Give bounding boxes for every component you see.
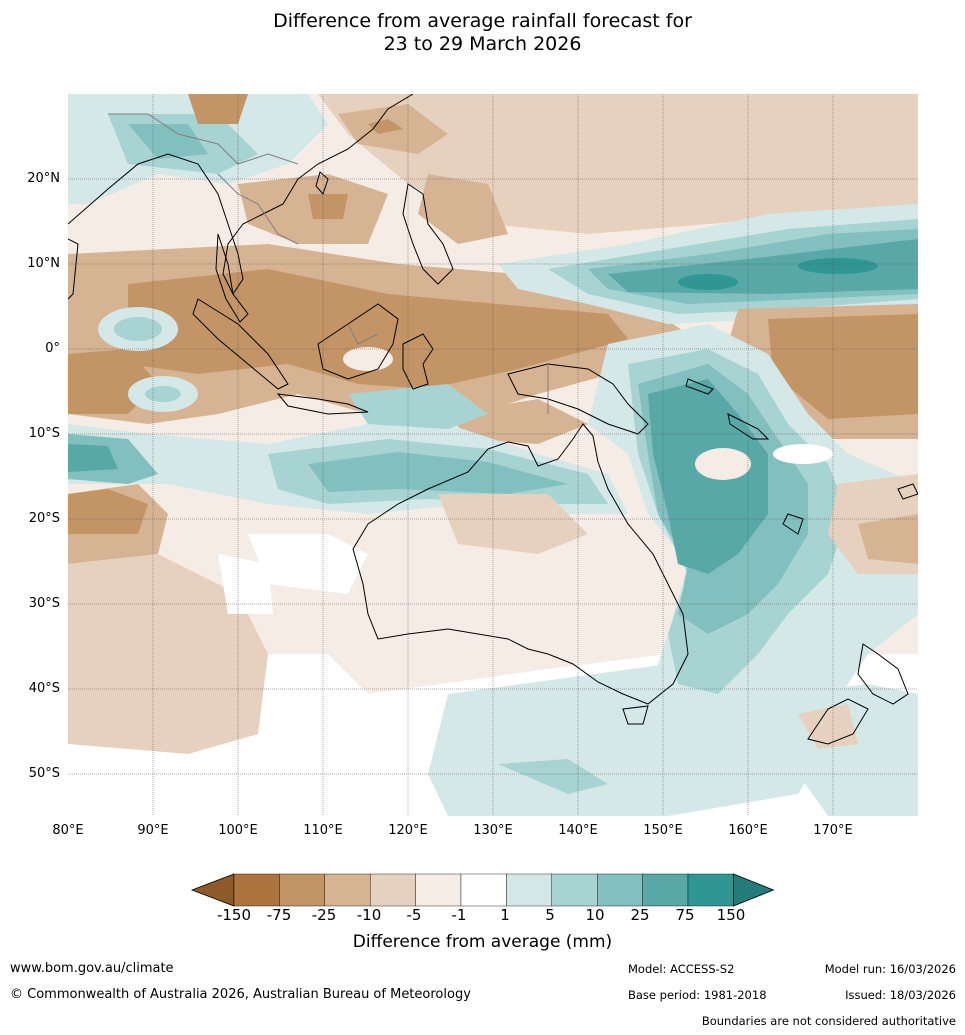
legend-tick: -75 xyxy=(266,906,292,924)
legend-tick: -5 xyxy=(406,906,422,924)
issued-text: Issued: 18/03/2026 xyxy=(845,988,956,1002)
lon-label-130e: 130°E xyxy=(473,823,513,838)
rainfall-difference-map xyxy=(68,94,918,816)
legend-swatch-min-extend xyxy=(190,873,235,907)
legend-swatch xyxy=(460,873,507,907)
legend-swatch xyxy=(687,873,734,907)
legend-swatch xyxy=(506,873,552,907)
legend-tick: 150 xyxy=(716,906,746,924)
lon-label-90e: 90°E xyxy=(137,823,169,838)
lon-label-100e: 100°E xyxy=(218,823,258,838)
legend-swatch xyxy=(324,873,371,907)
legend-tick: -25 xyxy=(311,906,337,924)
legend-swatch xyxy=(279,873,326,907)
legend-swatch xyxy=(597,873,643,907)
legend-swatch xyxy=(551,873,598,907)
lon-label-120e: 120°E xyxy=(388,823,428,838)
lon-label-170e: 170°E xyxy=(813,823,853,838)
lon-label-80e: 80°E xyxy=(52,823,84,838)
legend-swatch xyxy=(642,873,689,907)
model-run-text: Model run: 16/03/2026 xyxy=(824,962,956,976)
legend-tick: 1 xyxy=(500,906,510,924)
lat-label-0: 0° xyxy=(45,341,60,356)
legend-tick: -1 xyxy=(451,906,467,924)
legend-title: Difference from average (mm) xyxy=(352,932,613,952)
lat-label-10n: 10°N xyxy=(27,256,60,271)
lon-label-160e: 160°E xyxy=(728,823,768,838)
website-link[interactable]: www.bom.gov.au/climate xyxy=(10,961,174,976)
model-text: Model: ACCESS-S2 xyxy=(628,962,735,976)
lat-label-20n: 20°N xyxy=(27,171,60,186)
boundaries-note: Boundaries are not considered authoritat… xyxy=(701,1014,956,1028)
legend-swatch xyxy=(233,873,280,907)
legend-tick: -150 xyxy=(216,906,252,924)
legend-tick: -10 xyxy=(356,906,382,924)
lat-label-10s: 10°S xyxy=(28,426,60,441)
lon-label-110e: 110°E xyxy=(303,823,343,838)
legend-swatch xyxy=(415,873,462,907)
lat-label-30s: 30°S xyxy=(28,596,60,611)
lon-label-140e: 140°E xyxy=(558,823,598,838)
lon-label-150e: 150°E xyxy=(643,823,683,838)
lat-label-20s: 20°S xyxy=(28,511,60,526)
lat-label-40s: 40°S xyxy=(28,681,60,696)
legend-tick: 75 xyxy=(675,906,695,924)
copyright-text: © Commonwealth of Australia 2026, Austra… xyxy=(10,987,471,1002)
map-title-line-2: 23 to 29 March 2026 xyxy=(383,33,582,55)
lat-label-50s: 50°S xyxy=(28,766,60,781)
legend-swatch-max-extend xyxy=(733,873,775,907)
legend-colorbar xyxy=(190,872,775,912)
map-title: Difference from average rainfall forecas… xyxy=(0,10,965,56)
legend-tick: 25 xyxy=(630,906,650,924)
map-title-line-1: Difference from average rainfall forecas… xyxy=(273,10,692,32)
base-period-text: Base period: 1981-2018 xyxy=(628,988,767,1002)
legend-tick: 5 xyxy=(545,906,555,924)
legend-tick: 10 xyxy=(585,906,605,924)
legend-swatch xyxy=(369,873,416,907)
